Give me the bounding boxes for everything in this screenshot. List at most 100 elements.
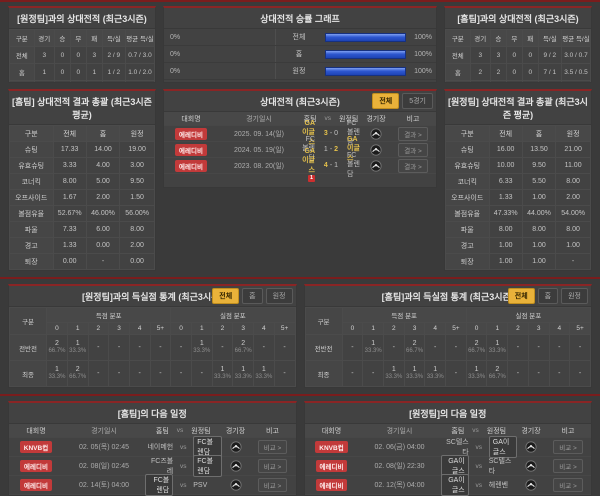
cell: 1.00 [555, 237, 591, 254]
compare-button[interactable]: 비교 > [553, 478, 583, 492]
cell: 6.00 [85, 221, 121, 238]
stadium-icon[interactable] [229, 479, 242, 491]
home-team: GA이글스 [302, 120, 315, 146]
header-row: 구분 경기 승 무 패 득/실 평균 득/실 [9, 29, 155, 47]
cell: 0 [505, 80, 523, 82]
header-row: 구분 경기 승 무 패 득/실 평균 득/실 [445, 29, 591, 47]
stadium-cell [517, 441, 545, 453]
col-note: 비고 [561, 427, 575, 435]
vs-label: vs [180, 443, 187, 451]
match-date: 2023. 08. 20(일) [233, 162, 285, 170]
match-teams: GA이글스 vs 헤렌벤 [440, 474, 518, 496]
match-row: 에레디비 2025. 09. 14(일) GA이글스 3-0 FC볼렌담 결과 … [164, 120, 436, 146]
section-separator [0, 394, 600, 396]
stadium-icon[interactable] [370, 127, 382, 140]
cell: 6.33 [488, 173, 523, 190]
stadium-icon[interactable] [370, 143, 382, 156]
right-percent: 100% [414, 67, 432, 75]
cell: 5.50 [521, 173, 557, 190]
row-label: 원정 [445, 80, 471, 82]
bin-header: 2 [383, 322, 405, 335]
stadium-icon[interactable] [370, 159, 382, 172]
col-match: 홈팀 vs 원정팀 [300, 114, 362, 124]
cell: 3 [469, 46, 491, 64]
result-button[interactable]: 결과 > [398, 158, 428, 173]
table-row: 경고 1.33 0.00 2.00 [9, 237, 155, 254]
bin-header: 3 [403, 322, 426, 335]
row-label: 전반전 [304, 334, 343, 361]
away-team: 헤렌벤 [488, 482, 509, 489]
stadium-icon[interactable] [229, 441, 242, 453]
note-cell: 비교 > [250, 478, 296, 492]
bin-header: 3 [527, 322, 550, 335]
bin-header: 5+ [445, 322, 467, 335]
filter-away-button[interactable]: 원정 [265, 288, 293, 304]
row-label: 슈팅 [445, 141, 490, 158]
row-label: 오프사이드 [445, 189, 490, 206]
row-label: 전반전 [8, 334, 48, 361]
table-row: 퇴장 1.00 1.00- [445, 253, 591, 270]
focus-team: GA이글스 [440, 474, 469, 496]
row-label: 경고 [445, 237, 490, 254]
compare-button[interactable]: 비교 > [257, 440, 288, 454]
match-date: 02. 06(금) 04:00 [374, 444, 425, 451]
red-card-icon: 1 [308, 175, 315, 183]
stadium-icon[interactable] [525, 441, 537, 453]
away-schedule-panel: [원정팀]의 다음 일정 대회명 경기일시 홈팀 vs 원정팀 경기장 비고 KNV… [303, 401, 592, 496]
table-row: 전체 3 3 0 0 9 / 2 3.0 / 0.7 [445, 46, 591, 64]
compare-button[interactable]: 비교 > [553, 459, 583, 473]
cell: 3 [33, 46, 55, 64]
table-row: 유효슈팅 10.00 9.50 11.00 [445, 157, 591, 174]
compare-button[interactable]: 비교 > [257, 459, 288, 473]
col-header: 승 [489, 29, 507, 47]
cell: 2.0 / 1.0 [560, 80, 591, 82]
scored-group-header: 득점 분포 [46, 307, 172, 323]
stadium-icon[interactable] [229, 460, 242, 472]
cell: 1 [85, 63, 103, 81]
bin-header: 4 [253, 322, 275, 335]
result-button[interactable]: 결과 > [398, 126, 428, 141]
row-label: 경고 [9, 237, 54, 254]
compare-button[interactable]: 비교 > [553, 440, 583, 454]
schedule-row-item: 에레디비 02. 12(목) 04:00 GA이글스 vs 헤렌벤 비교 > [304, 474, 591, 496]
cell: 52.67% [52, 205, 87, 222]
stadium-cell [517, 479, 545, 491]
cell: 2 [85, 80, 103, 82]
filter-all-button[interactable]: 전체 [372, 93, 400, 109]
filter-home-button[interactable]: 홈 [242, 288, 263, 304]
league-cell: 에레디비 [164, 127, 218, 140]
filter-all-button[interactable]: 전체 [212, 288, 240, 304]
filter-home-button[interactable]: 홈 [537, 288, 559, 304]
bin-header: 0 [46, 322, 68, 335]
table-row: 슈팅 17.33 14.00 19.00 [9, 141, 155, 158]
bin-header: 5+ [273, 322, 296, 335]
filter-5games-button[interactable]: 5경기 [402, 93, 433, 109]
cell: 9.50 [119, 173, 155, 190]
cell: - [507, 360, 529, 387]
col-vs: vs [324, 115, 332, 122]
match-date: 02. 08(일) 02:45 [78, 463, 130, 470]
score-separator: - [329, 146, 333, 153]
bin-header: 3 [108, 322, 130, 335]
stadium-icon[interactable] [525, 479, 537, 491]
result-button[interactable]: 결과 > [398, 142, 428, 157]
conceded-group-header: 실점 분포 [170, 307, 296, 323]
scored-group-header: 득점 분포 [341, 307, 467, 323]
match-date: 02. 05(목) 02:45 [78, 444, 130, 451]
home-schedule-panel: [홈팀]의 다음 일정 대회명 경기일시 홈팀 vs 원정팀 경기장 비고 KNVB… [8, 401, 297, 496]
col-datetime: 경기일시 [91, 427, 117, 435]
filter-away-button[interactable]: 원정 [561, 288, 588, 304]
col-header: 전체 [52, 125, 87, 142]
row-label: 슈팅 [9, 141, 54, 158]
cell: 2 66.7% [66, 360, 89, 387]
league-cell: 에레디비 [305, 479, 359, 491]
cell: 0 [53, 80, 71, 82]
col-header: 구분 [304, 307, 343, 335]
graph-row-label: 전체 [292, 34, 306, 41]
filter-all-button[interactable]: 전체 [507, 288, 535, 304]
stadium-icon[interactable] [525, 460, 537, 472]
bin-header: 1 [362, 322, 384, 335]
compare-button[interactable]: 비교 > [257, 478, 288, 492]
table-row: 최종 1 33.3% 2 66.7% - - - - - - 1 33.3% 1 33.… [8, 360, 296, 387]
cell: 0 [53, 63, 71, 81]
